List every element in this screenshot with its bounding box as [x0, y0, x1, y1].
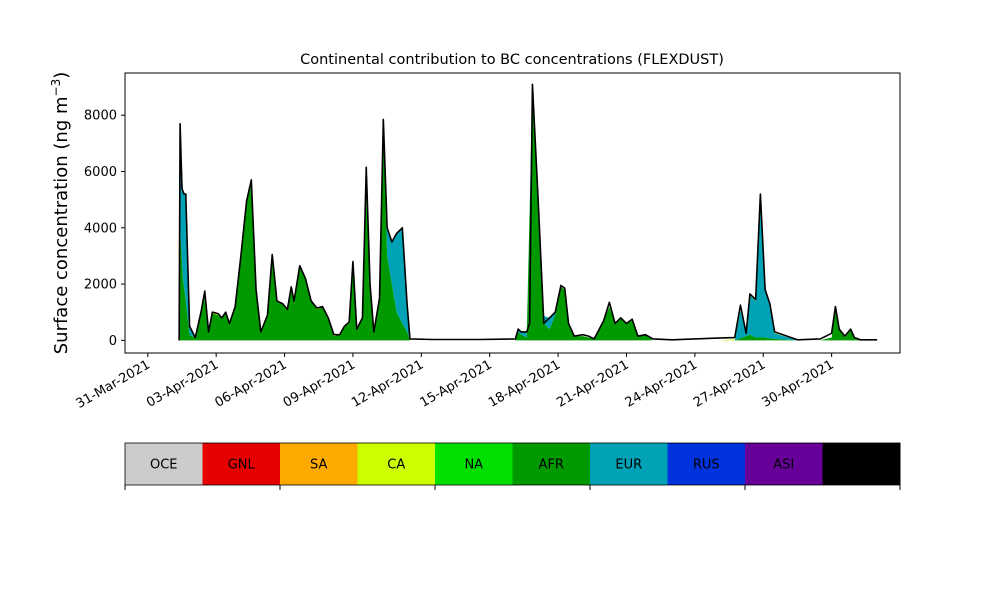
colorbar-swatch-eur [590, 443, 668, 485]
y-axis-label-close: ) [51, 72, 72, 79]
x-tick-label: 24-Apr-2021 [623, 357, 700, 410]
x-tick-label: 15-Apr-2021 [418, 357, 495, 410]
x-tick-label: 09-Apr-2021 [281, 357, 358, 410]
area-series-afr [179, 87, 861, 341]
y-axis-label-text: Surface concentration (ng m [51, 96, 72, 354]
colorbar-swatch-aus [822, 443, 901, 485]
colorbar-label-rus: RUS [693, 458, 720, 473]
colorbar-label-aus: AUS [848, 458, 875, 473]
colorbar-swatch-oce [125, 443, 203, 485]
y-tick-label: 0 [109, 334, 117, 349]
stacked-area-layer [179, 84, 861, 341]
x-tick-label: 27-Apr-2021 [691, 357, 768, 410]
colorbar-swatch-na [435, 443, 513, 485]
y-tick-label: 8000 [84, 109, 117, 124]
y-tick-label: 6000 [84, 165, 117, 180]
y-axis-label: Surface concentration (ng m−3) [49, 72, 72, 355]
x-tick-label: 06-Apr-2021 [212, 357, 289, 410]
y-tick-label: 2000 [84, 278, 117, 293]
colorbar-label-eur: EUR [615, 458, 642, 473]
x-axis: 31-Mar-202103-Apr-202106-Apr-202109-Apr-… [74, 353, 837, 412]
colorbar-swatch-gnl [202, 443, 281, 485]
x-tick-label: 03-Apr-2021 [144, 357, 221, 410]
total-line [178, 83, 878, 341]
colorbar-label-na: NA [464, 458, 483, 473]
total-line-layer [178, 83, 878, 341]
colorbar-label-asi: ASI [773, 458, 794, 473]
y-axis: 0 2000 4000 6000 8000 [84, 109, 125, 349]
plot-frame [124, 72, 901, 354]
colorbar-label-afr: AFR [539, 458, 564, 473]
x-tick-label: 12-Apr-2021 [349, 357, 426, 410]
colorbar-frame [124, 442, 901, 486]
colorbar-label-sa: SA [310, 458, 327, 473]
colorbar-swatch-sa [280, 443, 358, 485]
colorbar-swatch-rus [667, 443, 746, 485]
x-tick-label: 31-Mar-2021 [74, 357, 153, 411]
x-tick-label: 21-Apr-2021 [554, 357, 631, 410]
colorbar-label-ca: CA [387, 458, 405, 473]
colorbar-legend: OCE GNL SA CA NA AFR EUR RUS ASI AUS [124, 442, 901, 490]
colorbar-label-gnl: GNL [228, 458, 256, 473]
colorbar-swatch-asi [745, 443, 823, 485]
colorbar-swatch-afr [512, 443, 591, 485]
x-tick-label: 18-Apr-2021 [486, 357, 563, 410]
colorbar-swatch-ca [357, 443, 436, 485]
chart-title: Continental contribution to BC concentra… [300, 52, 724, 68]
colorbar-label-oce: OCE [150, 458, 178, 473]
y-axis-label-exponent: −3 [49, 79, 63, 97]
y-tick-label: 4000 [84, 221, 117, 236]
x-tick-label: 30-Apr-2021 [759, 357, 836, 410]
